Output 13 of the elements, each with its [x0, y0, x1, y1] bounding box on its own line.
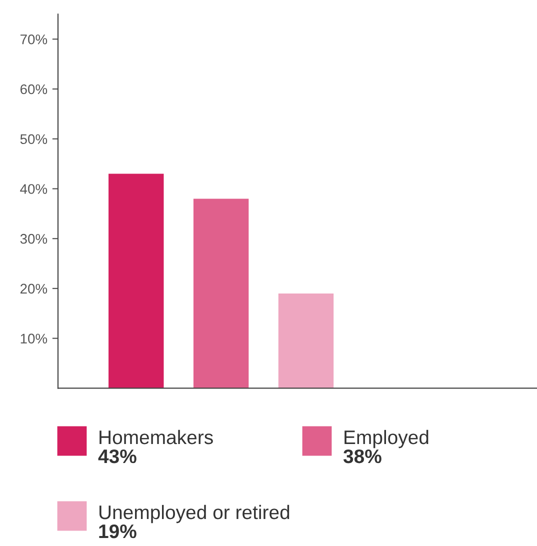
y-tick-label: 70% [20, 34, 48, 44]
y-tick-label: 60% [20, 84, 48, 94]
legend-label: Unemployed or retired [100, 504, 290, 524]
y-tick-label: 10% [20, 334, 48, 344]
legend-label: Employed [344, 430, 428, 448]
text: 19% [99, 524, 136, 538]
y-tick-label: 40% [20, 184, 48, 194]
y-tick-label: 20% [20, 284, 48, 294]
text: 38% [343, 449, 382, 464]
text: 43% [98, 449, 136, 464]
y-tick-label: 30% [20, 234, 48, 244]
legend-label: Homemakers [100, 430, 213, 444]
y-tick-label: 50% [20, 134, 48, 144]
